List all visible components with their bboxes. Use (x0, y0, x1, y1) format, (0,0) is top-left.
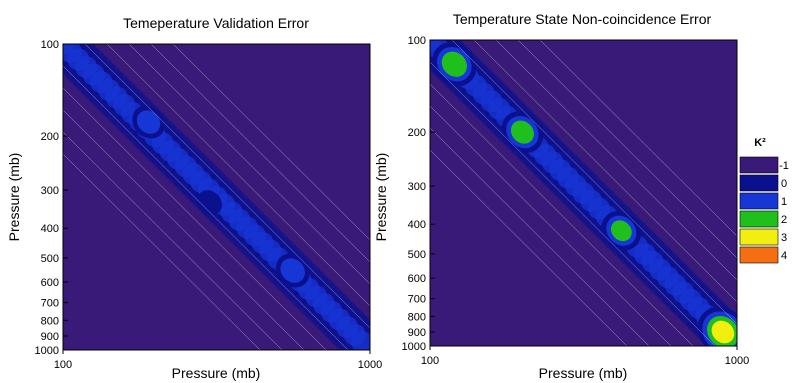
x-axis-label: Pressure (mb) (172, 365, 261, 381)
legend-title: K² (754, 137, 766, 149)
y-axis-ticks: 100 200 300 400 500 600 700 800 900 1000 (402, 35, 435, 353)
legend-label: 4 (781, 250, 787, 262)
peak-center (719, 328, 726, 335)
y-tick-label: 700 (41, 298, 59, 310)
peak-center (289, 267, 296, 274)
chart-non-coincidence-error: Temperature State Non-coincidence Error … (373, 11, 749, 381)
contour-line (84, 44, 370, 329)
contour-line (430, 105, 672, 346)
color-legend: K² -1 0 1 2 3 4 (739, 137, 789, 264)
contour-line (473, 40, 737, 303)
contour-line (430, 149, 628, 346)
legend-swatch (739, 210, 779, 228)
contour-line (495, 40, 737, 281)
chart-title: Temeperature Validation Error (123, 15, 309, 31)
y-tick-label: 200 (408, 127, 426, 139)
contour-line (63, 131, 283, 350)
y-axis-ticks: 100 200 300 400 500 600 700 800 900 1000 (35, 39, 68, 357)
contour-line (430, 127, 650, 346)
legend-label: 0 (781, 178, 787, 190)
contour-line (106, 44, 370, 307)
y-axis-label: Pressure (mb) (373, 153, 389, 242)
legend-swatch (739, 192, 779, 210)
legend-swatch (739, 174, 779, 192)
y-axis-label: Pressure (mb) (6, 153, 22, 242)
y-tick-label: 100 (408, 35, 426, 47)
x-axis-label: Pressure (mb) (539, 365, 628, 381)
y-tick-label: 900 (41, 331, 59, 343)
y-tick-label: 500 (41, 253, 59, 265)
legend-label: 2 (781, 214, 787, 226)
legend-label: 1 (781, 196, 787, 208)
y-tick-label: 800 (408, 311, 426, 323)
contour-line (517, 40, 737, 259)
y-tick-label: 900 (408, 327, 426, 339)
x-tick-label: 1000 (725, 355, 749, 367)
contour-line (539, 40, 737, 237)
legend-swatch (739, 228, 779, 246)
y-tick-label: 1000 (402, 341, 426, 353)
peak-center (145, 119, 152, 126)
chart-title: Temperature State Non-coincidence Error (453, 11, 712, 27)
contour-line (451, 40, 737, 325)
y-tick-label: 500 (408, 249, 426, 261)
y-tick-label: 600 (41, 277, 59, 289)
x-tick-label: 100 (54, 359, 72, 371)
legend-swatch (739, 246, 779, 264)
legend-items: -1 0 1 2 3 4 (739, 156, 789, 264)
peak-center (618, 227, 625, 234)
contour-line (128, 44, 370, 285)
y-tick-label: 800 (41, 315, 59, 327)
heatmap-area (63, 44, 370, 350)
contour-line (430, 61, 716, 346)
y-tick-label: 1000 (35, 345, 59, 357)
peak-center (519, 129, 526, 136)
contour-line (63, 153, 261, 350)
contour-line (63, 65, 349, 350)
peak-center (451, 61, 458, 68)
y-tick-label: 300 (41, 185, 59, 197)
legend-swatch (739, 156, 779, 174)
legend-label: 3 (781, 232, 787, 244)
chart-validation-error: Temeperature Validation Error 100 200 300 4… (6, 15, 382, 381)
y-tick-label: 400 (41, 223, 59, 235)
x-tick-label: 100 (421, 355, 439, 367)
plot-frame (429, 39, 738, 347)
legend-label: -1 (779, 160, 789, 172)
y-tick-label: 300 (408, 181, 426, 193)
y-tick-label: 200 (41, 131, 59, 143)
x-tick-label: 1000 (358, 359, 382, 371)
peak-center (206, 199, 213, 206)
y-tick-label: 400 (408, 219, 426, 231)
y-tick-label: 600 (408, 273, 426, 285)
contour-line (150, 44, 370, 263)
y-tick-label: 700 (408, 294, 426, 306)
band-core (351, 331, 370, 350)
contour-line (430, 83, 694, 346)
x-axis-ticks: 100 1000 (421, 346, 749, 367)
x-axis-ticks: 100 1000 (54, 350, 382, 371)
contour-line (172, 44, 370, 241)
heatmap-area (430, 40, 737, 346)
contour-line (63, 87, 327, 350)
contour-line (63, 109, 305, 350)
plot-frame (62, 43, 371, 351)
y-tick-label: 100 (41, 39, 59, 51)
